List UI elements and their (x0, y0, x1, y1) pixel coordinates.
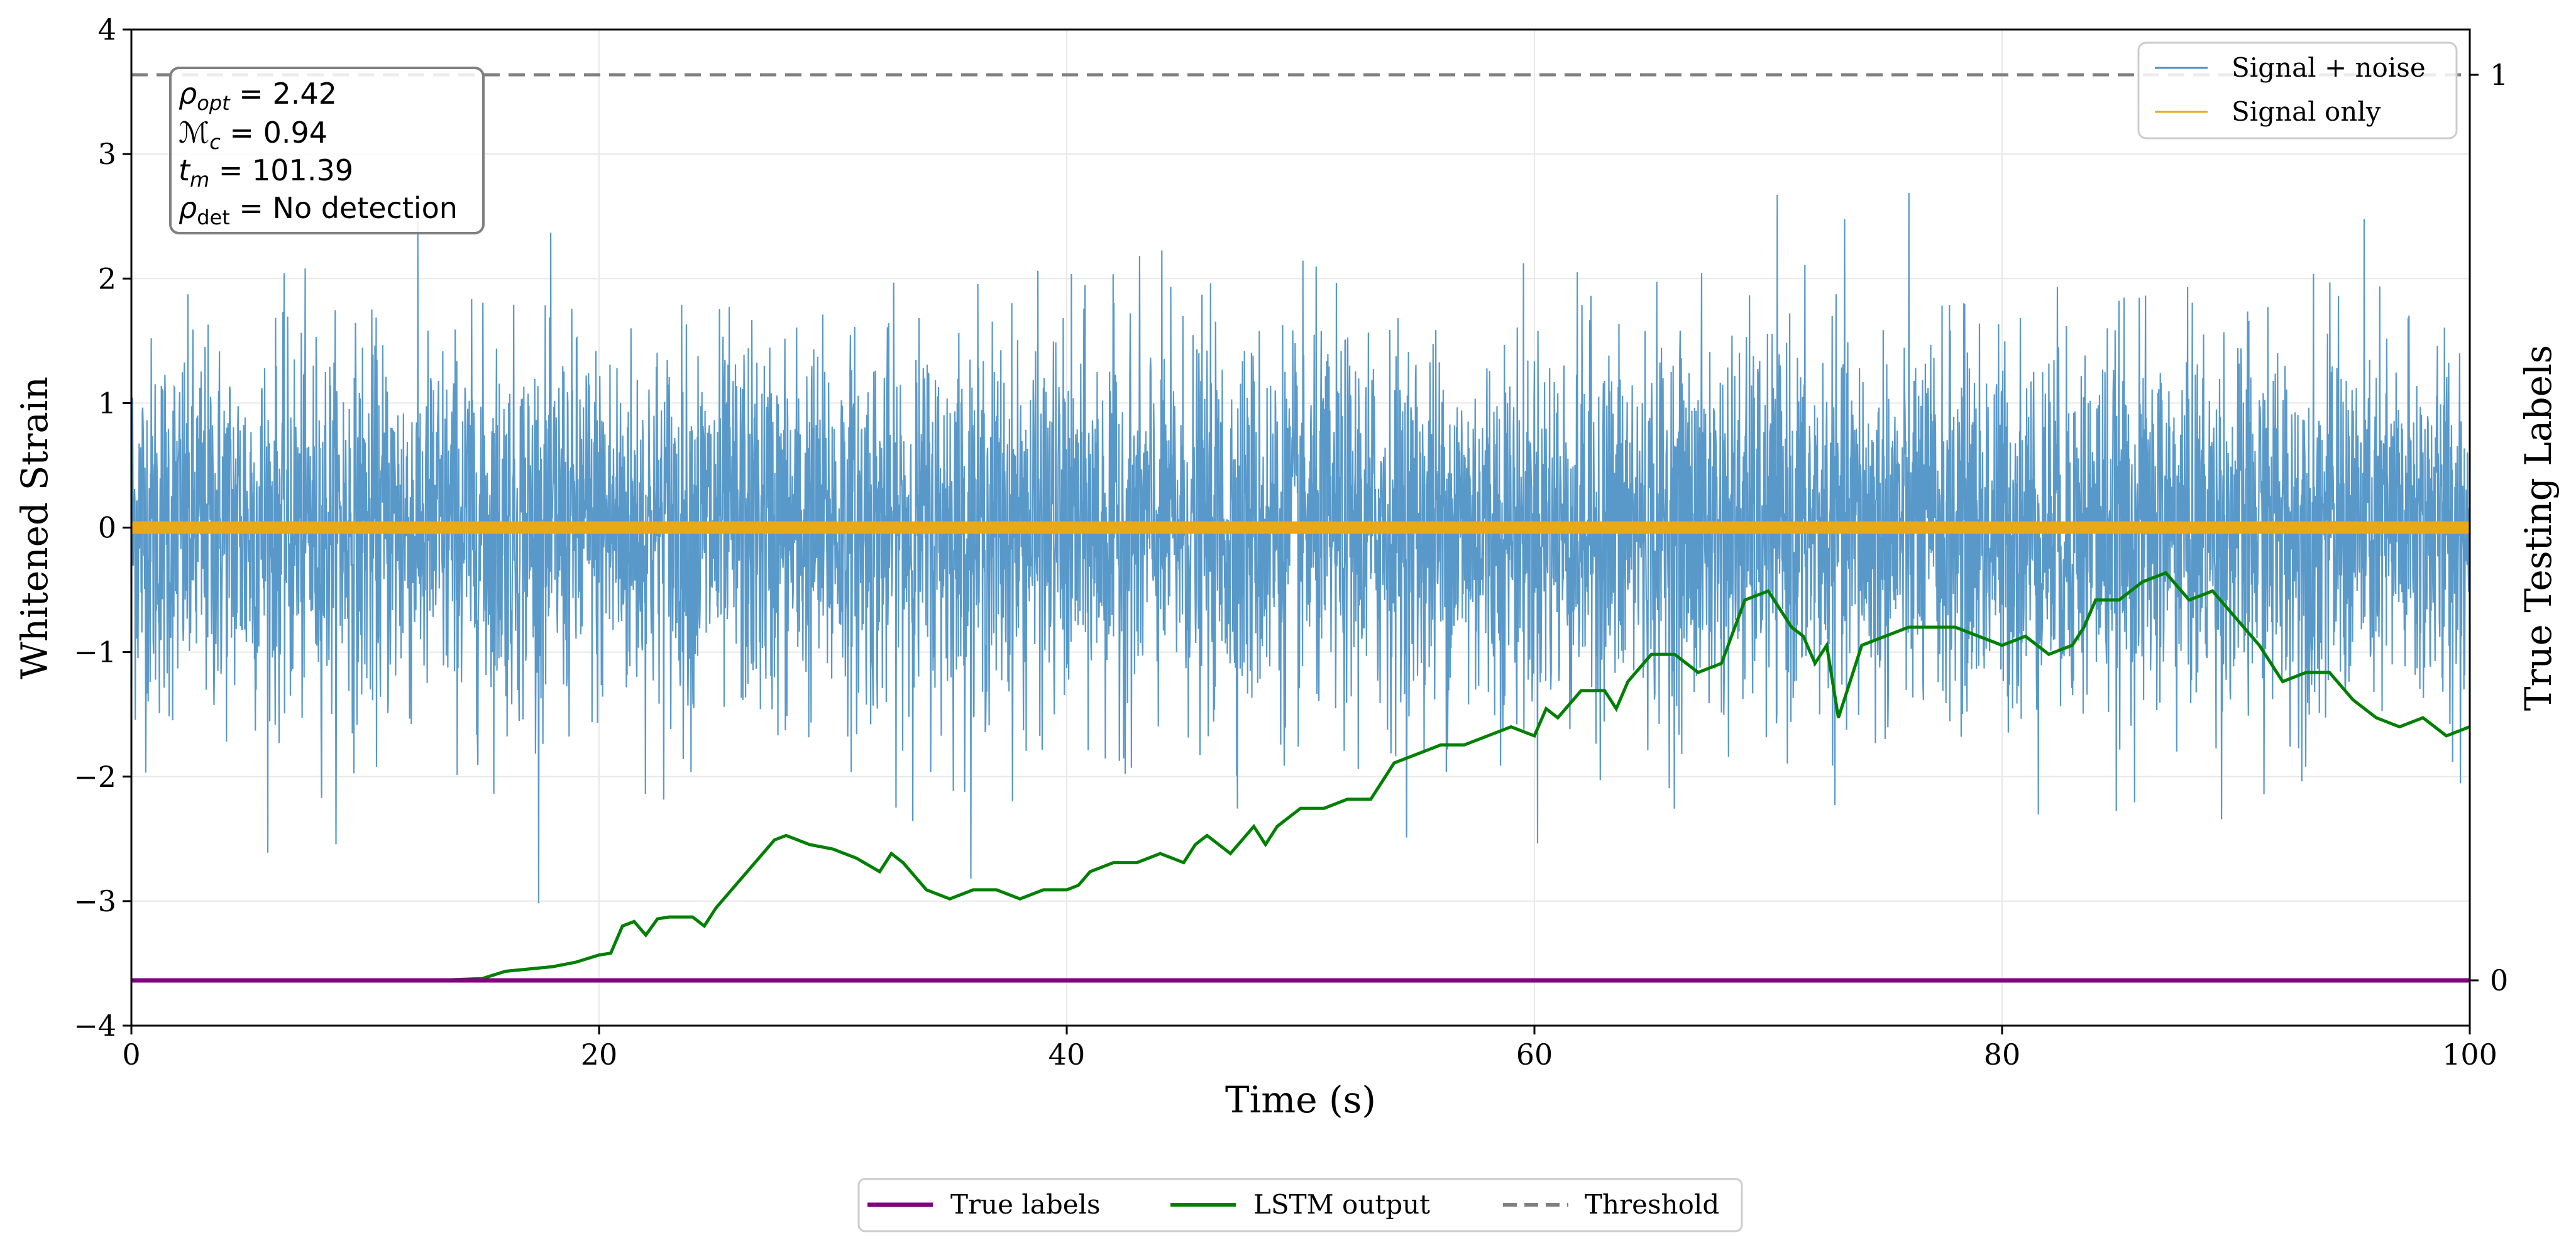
y-tick-label: 0 (98, 511, 116, 545)
signal-plus-noise-series (131, 192, 2470, 904)
signal-only-series (131, 521, 2470, 534)
y-tick-label: 1 (98, 386, 116, 420)
y-tick-label: 3 (98, 137, 116, 171)
x-ticks: 0 20 40 60 80 100 (122, 1026, 2497, 1072)
y2-tick-label: 1 (2490, 58, 2508, 92)
y-tick-label: −1 (74, 635, 116, 669)
x-tick-label: 100 (2442, 1038, 2497, 1072)
legend-label-signal-plus-noise: Signal + noise (2232, 52, 2426, 83)
y-axis-label: Whitened Strain (13, 376, 56, 679)
y-tick-label: 2 (98, 261, 116, 295)
rho-det-text: ρdet = No detection (179, 191, 458, 229)
legend-top: Signal + noise Signal only (2137, 41, 2458, 140)
y-tick-label: −2 (74, 760, 116, 794)
y-tick-label: 4 (98, 13, 116, 47)
legend-label-lstm-output: LSTM output (1253, 1189, 1430, 1220)
x-tick-label: 60 (1516, 1038, 1553, 1072)
tm-text: tm = 101.39 (179, 153, 353, 192)
x-tick-label: 80 (1984, 1038, 2021, 1072)
y-ticks: −4 −3 −2 −1 0 1 2 3 4 (74, 13, 131, 1043)
y2-tick-label: 0 (2490, 963, 2508, 997)
x-axis-label: Time (s) (1225, 1078, 1376, 1121)
legend-bottom: True labels LSTM output Threshold (857, 1178, 1743, 1232)
lstm-output-series (131, 571, 2470, 982)
legend-label-signal-only: Signal only (2232, 96, 2381, 127)
y2-axis-label: True Testing Labels (2517, 345, 2560, 711)
y2-ticks: 01 (2470, 58, 2508, 997)
legend-label-true-labels: True labels (950, 1189, 1101, 1220)
x-tick-label: 0 (122, 1038, 140, 1072)
x-tick-label: 20 (581, 1038, 618, 1072)
legend-label-threshold: Threshold (1585, 1189, 1719, 1220)
y-tick-label: −3 (74, 884, 116, 918)
metrics-annotation: ρopt = 2.42 ℳc = 0.94 tm = 101.39 ρdet =… (169, 67, 485, 234)
y-tick-label: −4 (74, 1009, 116, 1043)
mc-text: ℳc = 0.94 (179, 116, 328, 154)
rho-opt-text: ρopt = 2.42 (179, 77, 337, 115)
x-tick-label: 40 (1049, 1038, 1086, 1072)
